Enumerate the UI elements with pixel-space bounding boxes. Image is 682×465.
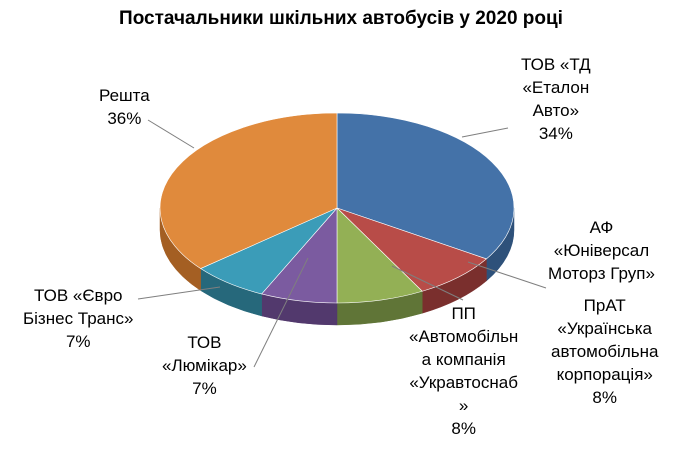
leader-ukr-avto-corp [391,265,464,301]
label-evro-biznes: ТОВ «Євро Бізнес Транс» 7% [23,284,133,353]
label-etalon-line: ТОВ «ТД [521,55,591,74]
label-ukr-avto-corp-line: ПрАТ [583,296,626,315]
label-lyumikar-line: «Люмікар» [162,356,247,375]
pie-side-walls [159,207,515,326]
label-ukravtosnab: ПП «Автомобільн а компанія «Укравтоснаб » 8% [409,302,518,440]
label-etalon: ТОВ «ТД «Еталон Авто» 34% [521,53,591,145]
label-evro-biznes-percent: 7% [65,332,91,351]
wedge-ukr-avto-corp [336,207,423,304]
chart-title: Постачальники шкільних автобусів у 2020 … [119,8,563,29]
pie-top-faces [159,112,515,304]
label-lyumikar-percent: 7% [192,379,217,398]
label-ukravtosnab-percent: 8% [451,419,476,438]
label-ukravtosnab-line: а компанія [421,350,506,369]
label-etalon-line: «Еталон [522,78,590,97]
leader-universal [467,261,547,289]
label-reshta-line: Решта [99,86,150,105]
label-ukr-avto-corp-line: корпорація» [556,365,653,384]
leader-lines [137,119,547,368]
label-lyumikar: ТОВ «Люмікар» 7% [162,331,247,400]
label-ukr-avto-corp: ПрАТ «Українська автомобільна корпорація» 8% [551,294,658,409]
wedge-universal [336,207,488,292]
label-universal-line: «Юніверсал [553,241,650,260]
leader-etalon [461,127,509,138]
label-universal-line: АФ [589,218,614,237]
label-ukravtosnab-line: «Укравтоснаб [409,373,518,392]
label-universal: АФ «Юніверсал Моторз Груп» [548,216,655,285]
label-evro-biznes-line: ТОВ «Євро [33,286,123,305]
label-evro-biznes-line: Бізнес Транс» [23,309,134,328]
label-ukr-avto-corp-line: автомобільна [551,342,659,361]
label-ukravtosnab-line: ПП [451,304,476,323]
leader-evro-biznes [137,286,221,300]
label-reshta-percent: 36% [107,109,142,128]
wedge-reshta [159,112,338,269]
label-etalon-line: Авто» [532,101,580,120]
wedge-etalon [336,112,515,260]
leader-lyumikar [253,257,309,368]
label-ukravtosnab-line: «Автомобільн [409,327,519,346]
label-universal-line: Моторз Груп» [548,264,655,283]
label-etalon-percent: 34% [538,124,573,143]
label-ukr-avto-corp-line: «Українська [557,319,652,338]
label-ukr-avto-corp-percent: 8% [592,388,617,407]
label-lyumikar-line: ТОВ [187,333,222,352]
label-ukravtosnab-line: » [458,396,469,415]
label-reshta: Решта 36% [99,84,150,130]
leader-reshta [147,119,195,149]
